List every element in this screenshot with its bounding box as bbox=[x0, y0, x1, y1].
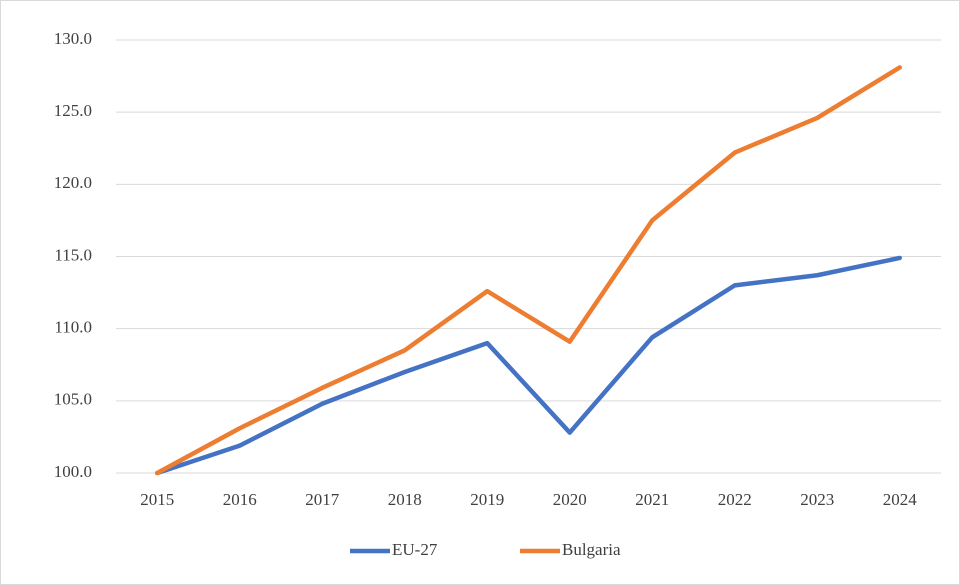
y-tick-label: 105.0 bbox=[54, 390, 92, 409]
y-tick-label: 100.0 bbox=[54, 462, 92, 481]
series-line bbox=[155, 65, 902, 476]
legend-label: EU-27 bbox=[392, 540, 438, 559]
x-tick-label: 2015 bbox=[140, 490, 174, 509]
x-tick-label: 2022 bbox=[718, 490, 752, 509]
y-tick-label: 120.0 bbox=[54, 173, 92, 192]
y-tick-label: 115.0 bbox=[54, 245, 92, 264]
y-tick-label: 125.0 bbox=[54, 101, 92, 120]
x-tick-label: 2021 bbox=[635, 490, 669, 509]
x-tick-label: 2023 bbox=[800, 490, 834, 509]
y-tick-label: 110.0 bbox=[54, 318, 92, 337]
x-tick-label: 2019 bbox=[470, 490, 504, 509]
x-tick-label: 2016 bbox=[223, 490, 257, 509]
x-tick-label: 2018 bbox=[388, 490, 422, 509]
x-tick-label: 2020 bbox=[553, 490, 587, 509]
x-tick-label: 2017 bbox=[305, 490, 340, 509]
y-tick-label: 130.0 bbox=[54, 29, 92, 48]
series-line bbox=[155, 255, 902, 476]
x-tick-label: 2024 bbox=[883, 490, 918, 509]
legend-label: Bulgaria bbox=[562, 540, 621, 559]
